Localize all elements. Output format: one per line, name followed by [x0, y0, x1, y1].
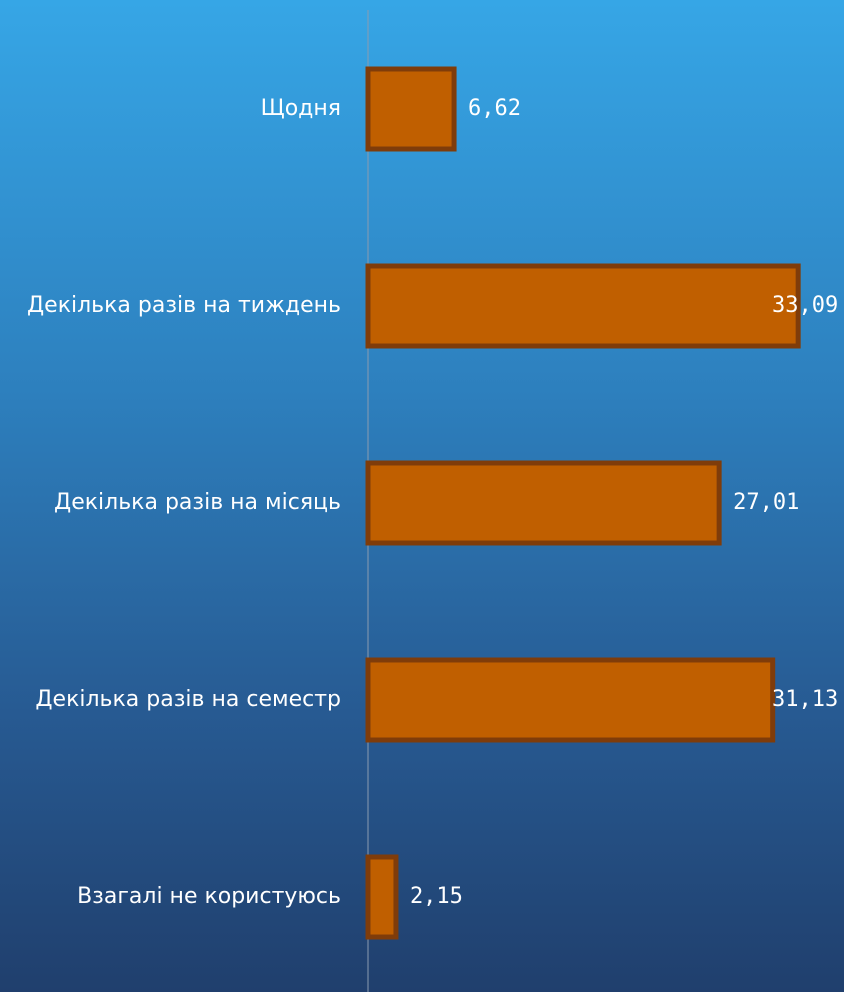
- bar-1: [365, 66, 457, 152]
- category-label-3: Декілька разів на місяць: [54, 490, 341, 515]
- bar-3: [365, 460, 722, 546]
- category-label-4: Декілька разів на семестр: [35, 687, 341, 712]
- bar-4: [365, 657, 776, 743]
- value-label-3: 27,01: [733, 490, 799, 515]
- value-label-5: 2,15: [410, 884, 463, 909]
- category-label-2: Декілька разів на тиждень: [27, 293, 341, 318]
- value-label-1: 6,62: [468, 96, 521, 121]
- value-label-4: 31,13: [772, 687, 838, 712]
- category-label-5: Взагалі не користуюсь: [77, 884, 341, 909]
- bar-5: [365, 854, 399, 940]
- value-label-2: 33,09: [772, 293, 838, 318]
- bar-2: [365, 263, 801, 349]
- category-label-1: Щодня: [261, 96, 341, 121]
